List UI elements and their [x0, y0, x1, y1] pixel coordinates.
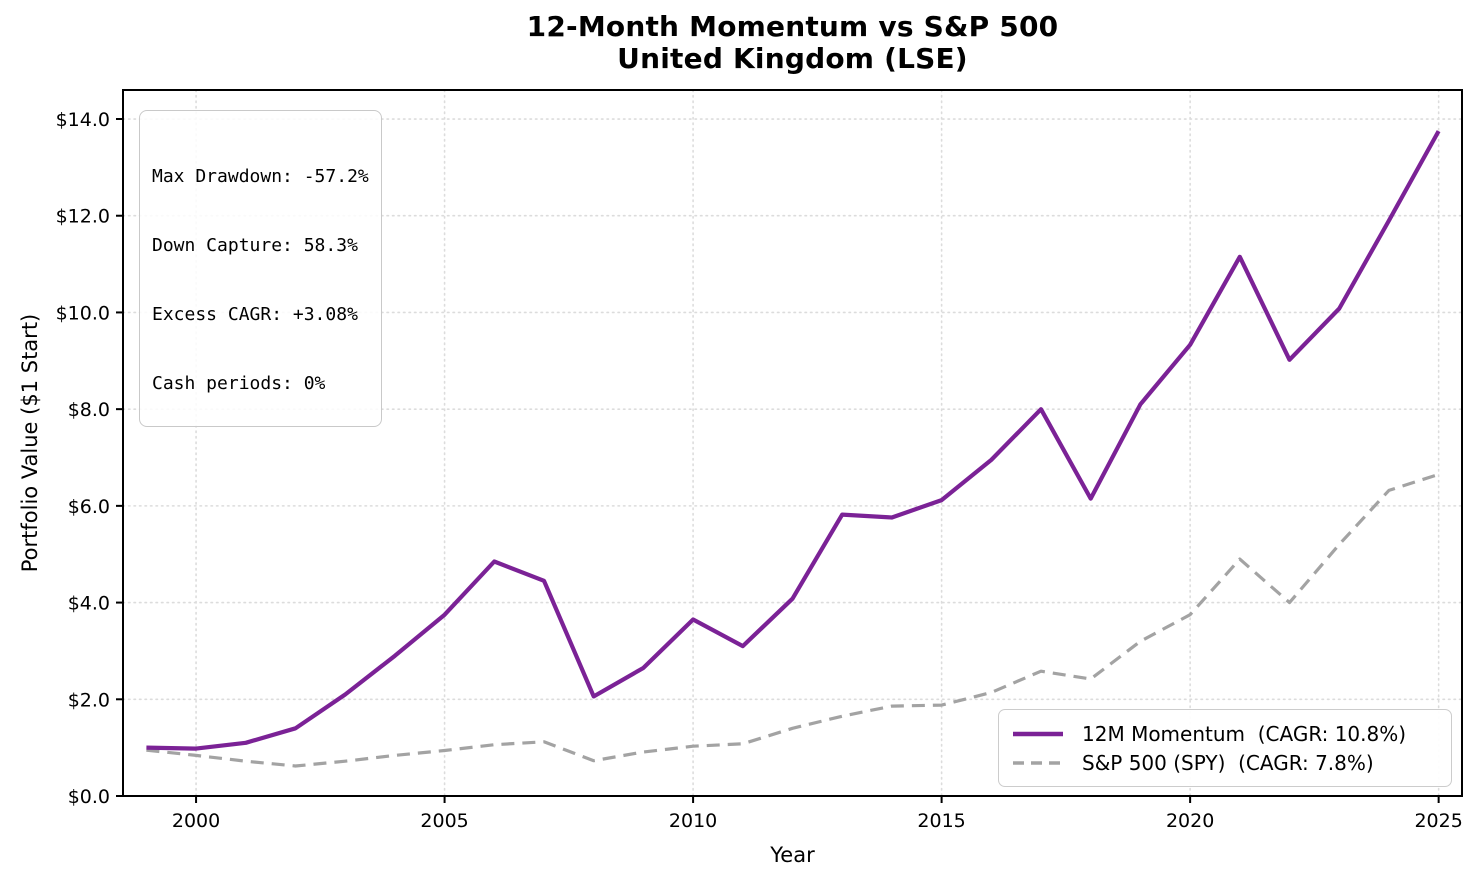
x-tick-label: 2025 — [1414, 810, 1462, 832]
x-tick-label: 2015 — [917, 810, 965, 832]
chart-title: 12-Month Momentum vs S&P 500 United King… — [123, 11, 1462, 75]
legend-label-spy: S&P 500 (SPY) (CAGR: 7.8%) — [1082, 750, 1374, 775]
x-tick-label: 2005 — [420, 810, 468, 832]
chart-title-line2: United Kingdom (LSE) — [617, 42, 968, 75]
legend-label-momentum: 12M Momentum (CAGR: 10.8%) — [1082, 721, 1407, 746]
x-tick-label: 2000 — [172, 810, 220, 832]
y-tick-label: $0.0 — [68, 786, 110, 808]
y-tick-label: $2.0 — [68, 689, 110, 711]
legend-item-momentum: 12M Momentum (CAGR: 10.8%) — [1012, 722, 1438, 746]
legend-item-spy: S&P 500 (SPY) (CAGR: 7.8%) — [1012, 751, 1438, 775]
dashed-line-swatch-icon — [1013, 760, 1063, 765]
y-tick-label: $6.0 — [68, 496, 110, 518]
x-tick-label: 2020 — [1166, 810, 1214, 832]
axis-ticks: 2000 2005 2010 2015 2020 2025 $0.0 $2.0 $4.0 $6.0… — [56, 109, 1463, 832]
y-tick-label: $8.0 — [68, 399, 110, 421]
stat-excess-cagr: Excess CAGR: +3.08% — [152, 304, 358, 325]
x-tick-label: 2010 — [669, 810, 717, 832]
stat-down-capture: Down Capture: 58.3% — [152, 235, 358, 256]
y-tick-label: $14.0 — [56, 109, 110, 131]
stat-cash-periods: Cash periods: 0% — [152, 373, 326, 394]
stats-annotation-box: Max Drawdown: -57.2% Down Capture: 58.3%… — [139, 110, 382, 427]
chart-title-line1: 12-Month Momentum vs S&P 500 — [526, 10, 1059, 43]
solid-line-swatch-icon — [1013, 731, 1063, 736]
series-line-spy — [146, 472, 1440, 768]
stat-max-drawdown: Max Drawdown: -57.2% — [152, 166, 369, 187]
y-tick-label: $10.0 — [56, 302, 110, 324]
x-axis-label: Year — [770, 843, 815, 867]
legend: 12M Momentum (CAGR: 10.8%) S&P 500 (SPY)… — [998, 709, 1452, 787]
plot-border — [122, 89, 1463, 797]
series-line-momentum — [146, 130, 1441, 751]
y-tick-label: $12.0 — [56, 206, 110, 228]
y-axis-label: Portfolio Value ($1 Start) — [18, 313, 42, 573]
y-tick-label: $4.0 — [68, 593, 110, 615]
